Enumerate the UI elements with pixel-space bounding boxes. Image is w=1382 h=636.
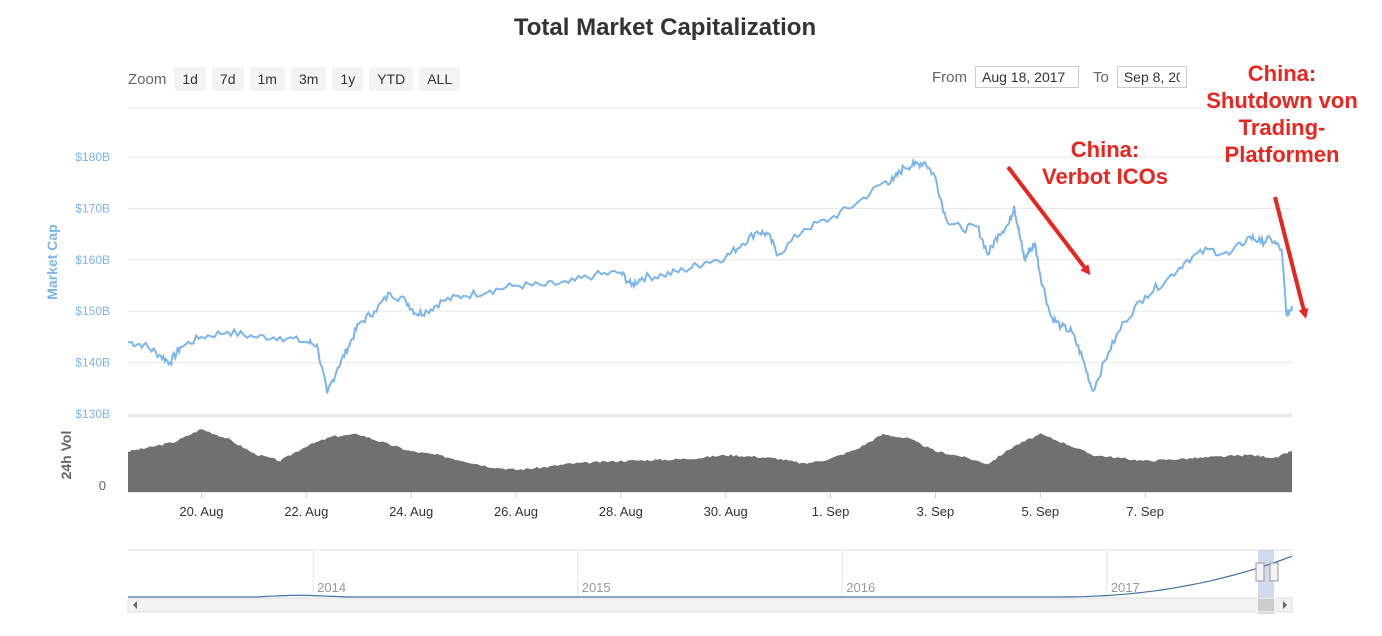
ico-ban-arrow (1006, 165, 1091, 276)
zoom-1m-button[interactable]: 1m (249, 67, 285, 91)
navigator-handle[interactable] (1255, 562, 1265, 582)
navigator-year-label: 2017 (1111, 580, 1140, 595)
volume-area (128, 429, 1292, 492)
y-tick-label: $140B (75, 356, 110, 370)
y-tick-label: $130B (75, 407, 110, 421)
x-tick-label: 1. Sep (812, 504, 850, 519)
volume-zero-tick: 0 (99, 478, 106, 493)
y-tick-label: $160B (75, 253, 110, 267)
x-axis-ticks: 20. Aug 22. Aug 24. Aug 26. Aug 28. Aug 30. A… (179, 492, 1164, 519)
y-axis-ticks: $130B $140B $150B $160B $170B $180B (75, 150, 110, 421)
navigator[interactable]: 2014 2015 2016 2017 (127, 549, 1293, 614)
scroll-left-icon[interactable] (133, 601, 137, 609)
date-range: From To (932, 66, 1187, 88)
x-tick-label: 28. Aug (599, 504, 643, 519)
x-tick-label: 3. Sep (917, 504, 955, 519)
x-tick-label: 7. Sep (1126, 504, 1164, 519)
navigator-scrollbar[interactable] (127, 597, 1293, 613)
y-tick-label: $180B (75, 150, 110, 164)
scroll-right-icon[interactable] (1283, 601, 1287, 609)
x-tick-label: 22. Aug (284, 504, 328, 519)
scrollbar-thumb[interactable] (1258, 599, 1274, 611)
y-tick-label: $150B (75, 304, 110, 318)
to-date-input[interactable] (1116, 66, 1187, 88)
zoom-1d-button[interactable]: 1d (174, 67, 206, 91)
zoom-toolbar: Zoom 1d 7d 1m 3m 1y YTD ALL (128, 66, 461, 92)
zoom-all-button[interactable]: ALL (419, 67, 461, 91)
x-tick-label: 20. Aug (179, 504, 223, 519)
from-label: From (932, 68, 967, 86)
x-tick-label: 24. Aug (389, 504, 433, 519)
price-series (127, 157, 1293, 394)
y-tick-label: $170B (75, 201, 110, 215)
annotation-ico-ban-text: China: Verbot ICOs (1042, 137, 1168, 189)
from-date-input[interactable] (975, 66, 1079, 88)
zoom-7d-button[interactable]: 7d (211, 67, 244, 91)
volume-series (128, 429, 1292, 492)
y-axis-label: Market Cap (44, 224, 60, 299)
x-tick-label: 26. Aug (494, 504, 538, 519)
price-line (127, 157, 1293, 394)
navigator-year-label: 2015 (582, 580, 611, 595)
zoom-3m-button[interactable]: 3m (290, 67, 327, 91)
navigator-line (128, 555, 1293, 598)
volume-axis-label: 24h Vol (58, 431, 74, 480)
navigator-handle[interactable] (1269, 562, 1279, 582)
chart-title: Total Market Capitalization (513, 14, 817, 41)
x-tick-label: 5. Sep (1022, 504, 1060, 519)
zoom-ytd-button[interactable]: YTD (369, 67, 414, 91)
shutdown-arrow (1273, 196, 1309, 319)
zoom-label: Zoom (128, 70, 167, 88)
x-tick-label: 30. Aug (704, 504, 748, 519)
navigator-year-label: 2014 (317, 580, 346, 595)
annotation-ico-ban: China: Verbot ICOs (1030, 136, 1180, 190)
zoom-1y-button[interactable]: 1y (332, 67, 364, 91)
to-label: To (1093, 68, 1109, 86)
navigator-year-label: 2016 (846, 580, 875, 595)
annotation-shutdown-text: China: Shutdown von Trading- Platformen (1206, 61, 1358, 167)
annotation-shutdown: China: Shutdown von Trading- Platformen (1192, 60, 1372, 168)
